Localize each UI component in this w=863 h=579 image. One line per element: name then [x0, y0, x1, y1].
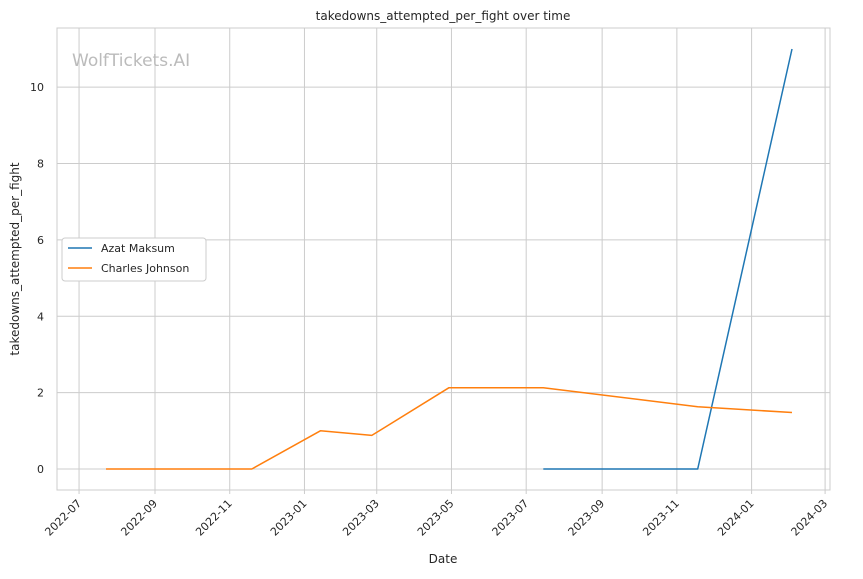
y-axis-ticks: 0 2 4 6 8 10	[30, 81, 44, 476]
y-tick-label: 6	[37, 234, 44, 247]
y-tick-label: 8	[37, 158, 44, 171]
x-gridlines	[78, 28, 826, 490]
series-line-azat-maksum	[543, 48, 793, 470]
y-tick-label: 10	[30, 81, 44, 94]
legend-label-charles-johnson: Charles Johnson	[101, 262, 189, 275]
series-line-charles-johnson	[106, 386, 793, 470]
x-axis-label: Date	[429, 552, 458, 566]
y-axis-label: takedowns_attempted_per_fight	[8, 162, 22, 355]
series-layer	[106, 48, 793, 470]
chart-title: takedowns_attempted_per_fight over time	[316, 9, 571, 23]
legend-label-azat-maksum: Azat Maksum	[101, 242, 175, 255]
legend-box	[61, 237, 207, 282]
watermark: WolfTickets.AI	[72, 51, 190, 71]
y-tick-label: 0	[37, 463, 44, 476]
plot-area-frame	[56, 27, 831, 491]
y-tick-label: 2	[37, 387, 44, 400]
legend: Azat Maksum Charles Johnson	[61, 237, 207, 282]
y-tick-label: 4	[37, 310, 44, 323]
